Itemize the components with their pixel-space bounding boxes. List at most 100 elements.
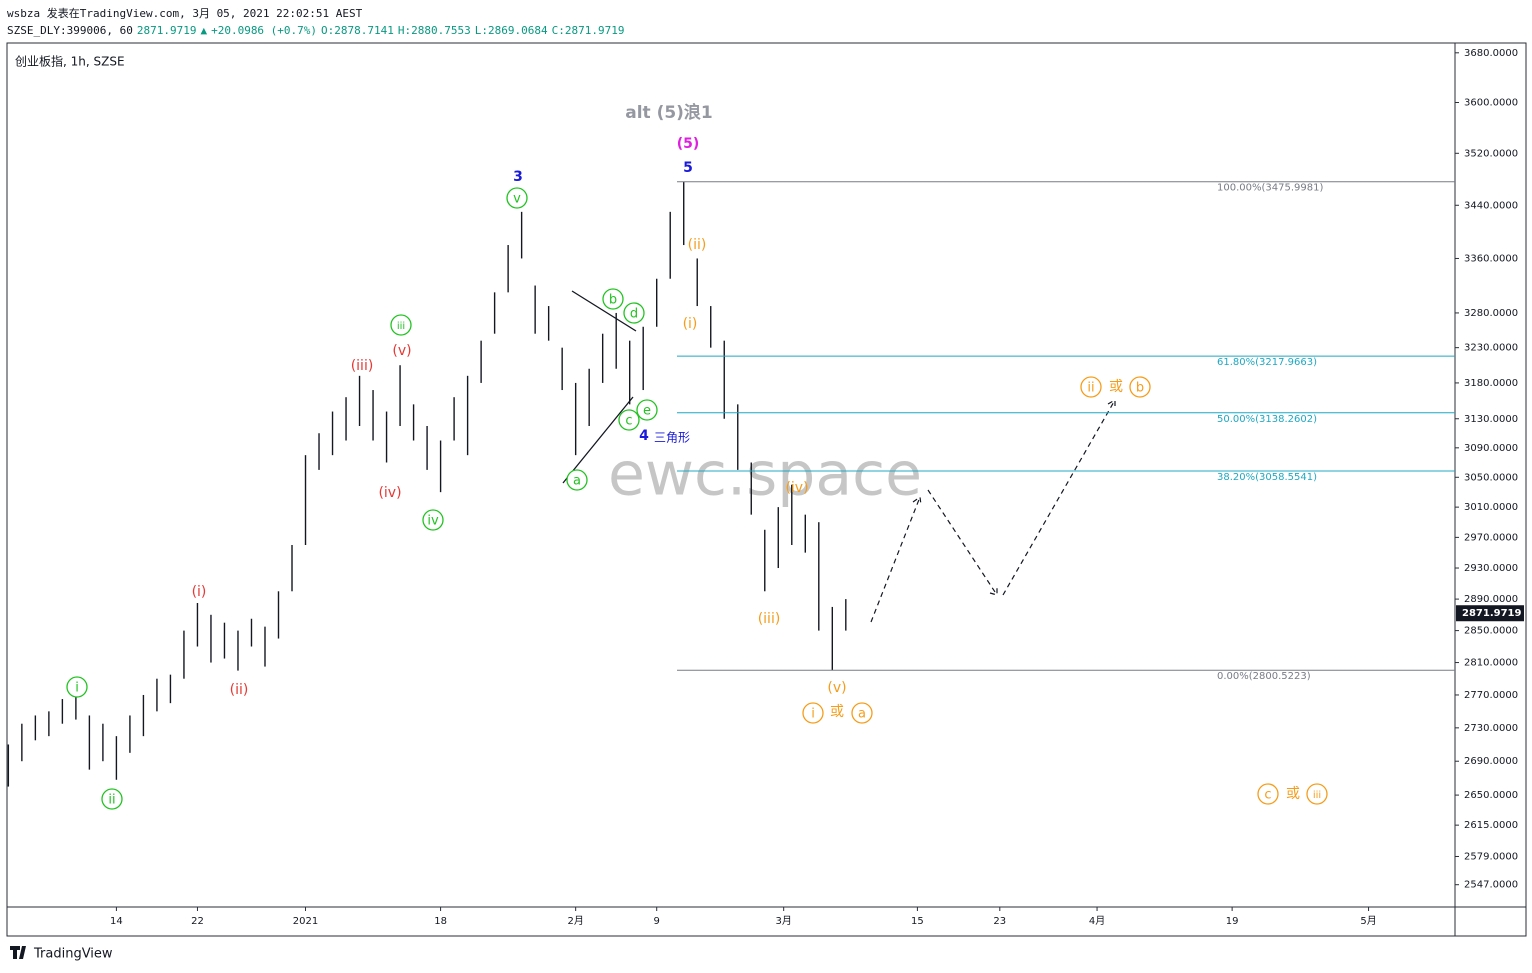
wave-circle (623, 302, 645, 324)
logo-icon (10, 946, 26, 959)
wave-circle (1129, 376, 1151, 398)
wave-circle (602, 288, 624, 310)
wave-label: i (75, 681, 79, 696)
y-tick-label: 3520.0000 (1464, 148, 1518, 159)
y-tick-label: 3130.0000 (1464, 414, 1518, 425)
wave-label: ii (108, 793, 115, 808)
wave-label: (i) (683, 316, 698, 332)
triangle-line (571, 290, 637, 332)
y-tick-label: 2770.0000 (1464, 690, 1518, 701)
wave-label: (ii) (688, 237, 707, 253)
y-tick-label: 2930.0000 (1464, 563, 1518, 574)
wave-label: e (643, 404, 651, 419)
symbol-info: ▲ (200, 24, 207, 37)
x-tick-label: 5月 (1360, 915, 1376, 927)
wave-label: (v) (827, 680, 846, 696)
wave-label: 三角形 (654, 431, 690, 445)
wave-label: c (1264, 788, 1271, 803)
projection-arrow (870, 495, 922, 623)
y-tick-label: 2730.0000 (1464, 723, 1518, 734)
wave-circle (618, 409, 640, 431)
y-tick-label: 2615.0000 (1464, 820, 1518, 831)
symbol-line: SZSE_DLY:399006, 60 2871.9719 ▲ +20.0986 (+… (7, 24, 624, 37)
x-tick-label: 3月 (775, 915, 791, 927)
y-tick-label: 2850.0000 (1464, 626, 1518, 637)
wave-label: v (513, 192, 521, 207)
y-tick-label: 3360.0000 (1464, 253, 1518, 264)
wave-label: (iv) (785, 480, 808, 496)
wave-circle (422, 509, 444, 531)
y-tick-label: 2970.0000 (1464, 532, 1518, 543)
wave-circle (506, 187, 528, 209)
wave-circle (1080, 376, 1102, 398)
wave-label: 或 (1286, 786, 1300, 802)
fib-label: 0.00%(2800.5223) (1217, 671, 1311, 682)
y-tick-label: 3600.0000 (1464, 97, 1518, 108)
wave-label: alt (5)浪1 (625, 102, 713, 123)
y-tick-label: 3440.0000 (1464, 200, 1518, 211)
chart-title: 创业板指, 1h, SZSE (15, 54, 125, 69)
chart-frame (6, 42, 1527, 937)
last-price-tag (1456, 605, 1524, 622)
wave-circle (66, 676, 88, 698)
fib-label: 38.20%(3058.5541) (1217, 472, 1317, 483)
symbol-info: H:2880.7553 (398, 24, 471, 37)
wave-label: 或 (1109, 379, 1123, 395)
y-tick-label: 2650.0000 (1464, 790, 1518, 801)
wave-label: ii (1087, 381, 1094, 396)
wave-label: iii (397, 321, 405, 332)
wave-label: (i) (192, 584, 207, 600)
wave-label: a (573, 474, 581, 489)
x-tick-label: 4月 (1089, 915, 1105, 927)
wave-label: 4 (639, 428, 649, 444)
x-tick-label: 23 (993, 916, 1006, 927)
symbol-info: C:2871.9719 (552, 24, 625, 37)
x-tick-label: 22 (191, 916, 204, 927)
symbol-info: 2871.9719 (137, 24, 197, 37)
header-line: wsbza 发表在TradingView.com, 3月 05, 2021 22… (7, 6, 363, 20)
wave-circle (101, 788, 123, 810)
y-tick-label: 3680.0000 (1464, 48, 1518, 59)
wave-label: (iii) (351, 358, 374, 374)
x-tick-label: 2021 (293, 916, 318, 927)
wave-label: b (609, 293, 617, 308)
wave-label: iii (1313, 790, 1321, 801)
wave-label: (iii) (758, 611, 781, 627)
wave-circle (851, 702, 873, 724)
x-tick-label: 9 (654, 916, 660, 927)
wave-label: (ii) (230, 682, 249, 698)
wave-label: 3 (513, 169, 523, 185)
wave-label: (v) (392, 343, 411, 359)
y-tick-label: 3230.0000 (1464, 343, 1518, 354)
fib-label: 50.00%(3138.2602) (1217, 414, 1317, 425)
watermark: ewc.space (608, 440, 922, 510)
y-tick-label: 3010.0000 (1464, 502, 1518, 513)
symbol-info: SZSE_DLY:399006, 60 (7, 24, 133, 37)
wave-circle (1306, 783, 1328, 805)
last-price-label: 2871.9719 (1462, 608, 1522, 619)
symbol-info: L:2869.0684 (475, 24, 548, 37)
x-tick-label: 14 (110, 916, 123, 927)
y-tick-label: 3180.0000 (1464, 378, 1518, 389)
wave-label: (5) (677, 136, 700, 152)
symbol-info: +20.0986 (+0.7%) (211, 24, 317, 37)
wave-circle (390, 314, 412, 336)
x-tick-label: 2月 (567, 915, 583, 927)
x-tick-label: 18 (434, 916, 447, 927)
wave-label: (iv) (378, 485, 401, 501)
y-tick-label: 2810.0000 (1464, 658, 1518, 669)
fib-label: 100.00%(3475.9981) (1217, 183, 1323, 194)
wave-circle (566, 469, 588, 491)
wave-label: 5 (683, 160, 693, 176)
fib-label: 61.80%(3217.9663) (1217, 357, 1317, 368)
wave-circle (1257, 783, 1279, 805)
y-tick-label: 2690.0000 (1464, 756, 1518, 767)
wave-label: a (858, 707, 866, 722)
wave-label: 或 (830, 704, 844, 720)
wave-label: b (1136, 381, 1144, 396)
logo-text: TradingView (33, 947, 113, 962)
projection-arrow (1002, 398, 1116, 596)
wave-circle (636, 399, 658, 421)
y-tick-label: 3050.0000 (1464, 472, 1518, 483)
